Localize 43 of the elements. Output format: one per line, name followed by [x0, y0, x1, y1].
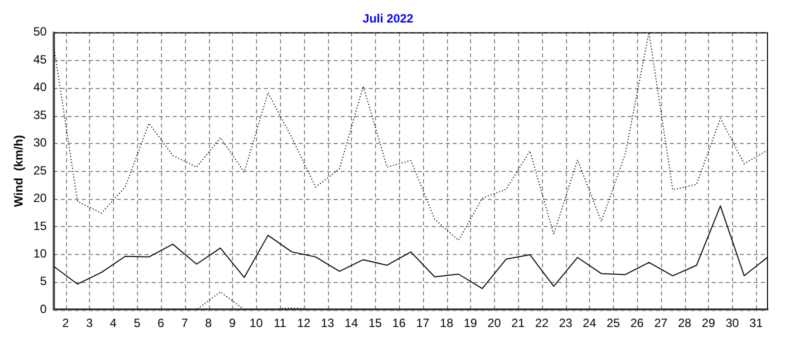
- x-tick-label: 12: [297, 316, 311, 330]
- y-tick-label: 15: [33, 218, 48, 233]
- x-tick-label: 22: [535, 316, 549, 330]
- x-tick-label: 29: [702, 316, 716, 330]
- x-tick-label: 21: [511, 316, 526, 330]
- x-tick-label: 7: [181, 316, 188, 330]
- x-tick-label: 24: [582, 316, 596, 330]
- y-tick-label: 45: [33, 52, 48, 66]
- x-tick-label: 18: [440, 316, 454, 330]
- y-tick-label: 40: [33, 80, 48, 94]
- y-tick-label: 5: [40, 274, 48, 288]
- x-tick-label: 10: [249, 316, 264, 330]
- x-tick-label: 4: [110, 316, 117, 330]
- x-tick-label: 15: [368, 316, 382, 330]
- x-tick-label: 17: [416, 316, 430, 330]
- x-tick-label: 14: [344, 316, 358, 330]
- x-tick-label: 30: [726, 316, 740, 330]
- x-tick-label: 31: [749, 316, 764, 330]
- y-tick-label: 35: [33, 108, 48, 122]
- x-tick-label: 13: [320, 316, 335, 330]
- x-tick-label: 25: [606, 316, 620, 330]
- x-tick-label: 2: [62, 316, 70, 330]
- y-tick-label: 20: [33, 191, 48, 206]
- x-tick-label: 20: [488, 316, 502, 330]
- y-tick-label: 10: [33, 246, 48, 260]
- x-tick-label: 5: [134, 316, 141, 330]
- x-tick-label: 27: [654, 316, 668, 330]
- x-tick-label: 9: [228, 316, 236, 330]
- y-tick-label: 30: [33, 136, 48, 150]
- y-tick-label: 0: [40, 302, 48, 316]
- x-tick-label: 19: [464, 316, 478, 330]
- y-tick-label: 50: [33, 24, 48, 39]
- x-tick-label: 26: [630, 316, 644, 330]
- x-tick-label: 11: [274, 316, 286, 330]
- x-tick-label: 8: [205, 316, 212, 330]
- x-tick-label: 23: [558, 316, 573, 330]
- chart-title: Juli 2022: [362, 12, 414, 26]
- x-tick-label: 28: [678, 316, 692, 330]
- y-tick-label: 25: [33, 163, 48, 178]
- x-tick-label: 6: [158, 316, 165, 330]
- y-axis-title: Wind (km/h): [12, 135, 26, 207]
- x-tick-label: 16: [392, 316, 406, 330]
- x-tick-label: 3: [86, 316, 94, 330]
